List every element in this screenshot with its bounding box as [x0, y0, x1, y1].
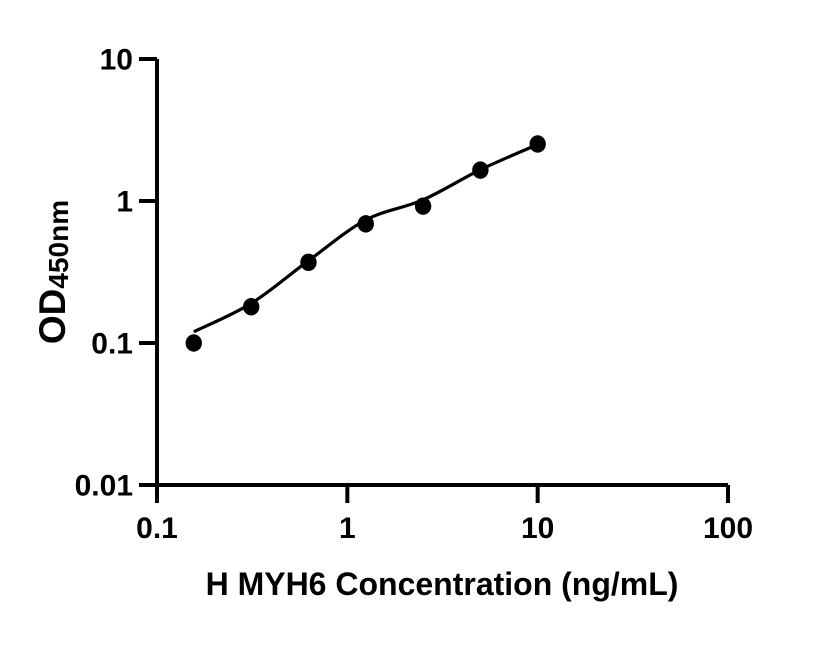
y-tick-label: 10: [100, 44, 133, 77]
x-tick-label: 10: [521, 512, 554, 545]
x-tick-label: 1: [339, 512, 356, 545]
x-tick-label: 100: [703, 512, 753, 545]
data-point: [472, 161, 489, 179]
y-axis-title-main: OD: [32, 289, 73, 345]
y-axis-title: OD450nm: [32, 200, 74, 344]
data-point: [357, 215, 374, 233]
x-tick-label: 0.1: [136, 512, 178, 545]
y-tick-label: 0.01: [75, 470, 133, 503]
data-point: [300, 253, 317, 272]
data-point: [242, 298, 260, 316]
data-series: [185, 135, 546, 352]
x-axis-title: H MYH6 Concentration (ng/mL): [206, 566, 679, 602]
data-point: [414, 197, 432, 215]
data-point: [529, 135, 546, 153]
y-tick-label: 0.1: [91, 328, 133, 361]
y-axis-title-sub: 450nm: [43, 200, 74, 289]
data-point: [185, 334, 202, 352]
y-tick-label: 1: [116, 186, 133, 219]
